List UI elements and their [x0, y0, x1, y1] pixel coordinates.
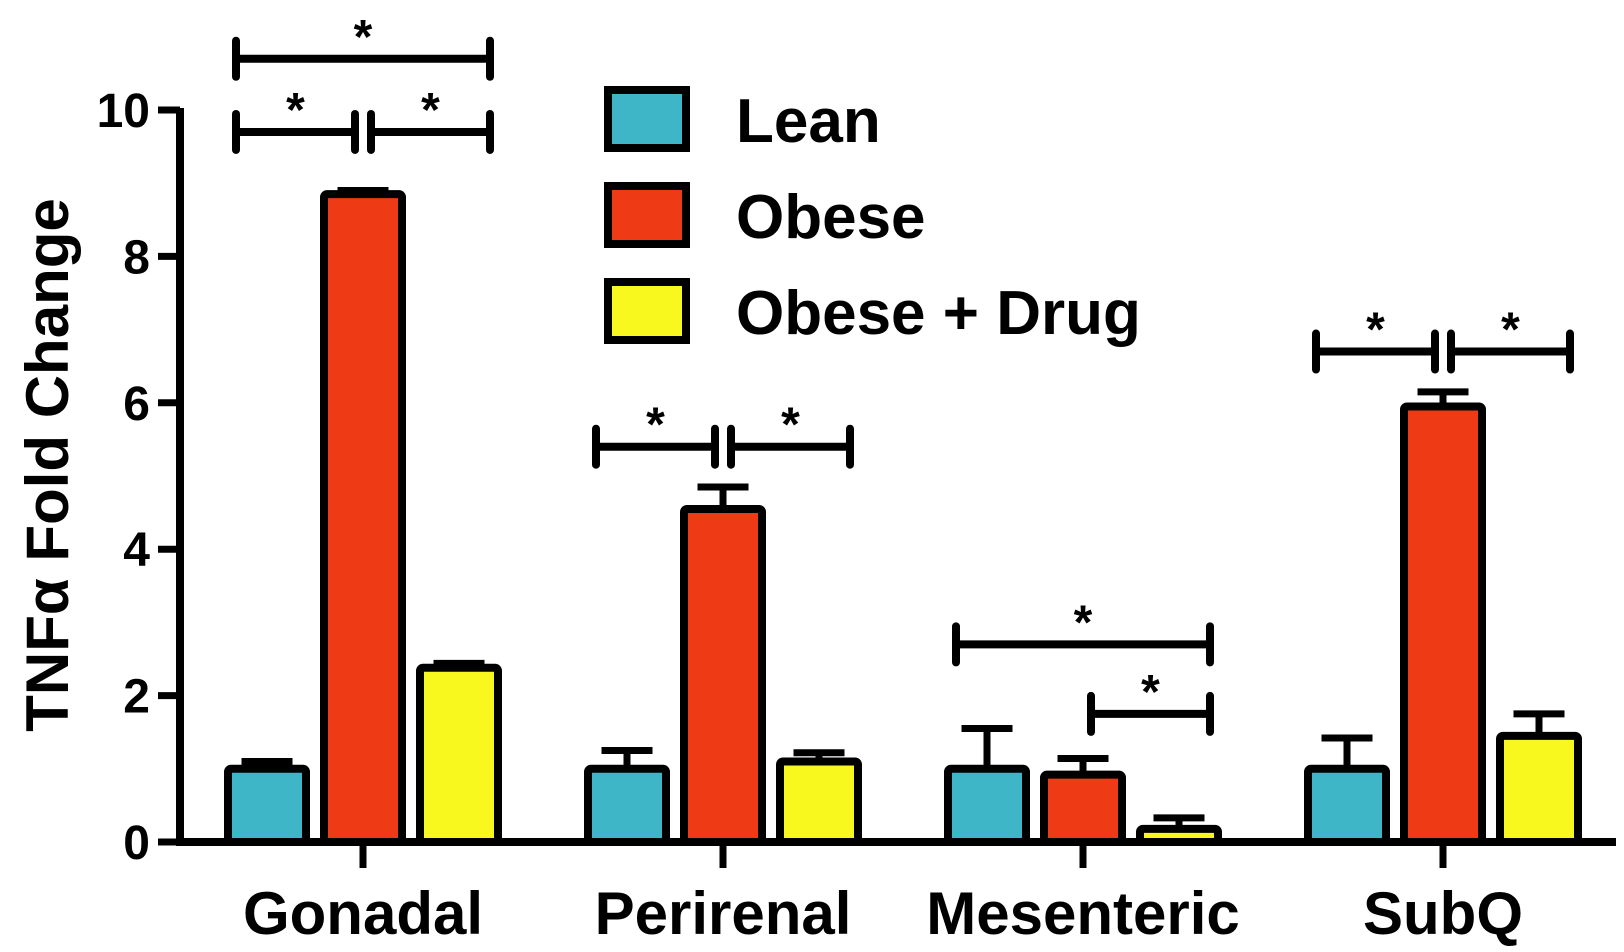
- significance-label: *: [646, 399, 665, 452]
- bar: [584, 764, 670, 846]
- x-tick-label: Perirenal: [595, 880, 852, 947]
- legend-swatch: [604, 182, 690, 248]
- significance-label: *: [286, 84, 305, 137]
- y-tick-label: 6: [123, 378, 150, 431]
- significance-brackets: * * * * * * * * *: [232, 11, 1574, 736]
- significance-label: *: [781, 399, 800, 452]
- y-tick-label: 4: [123, 524, 150, 577]
- legend-label: Obese: [736, 183, 926, 252]
- bar: [1136, 824, 1222, 846]
- significance-label: *: [421, 84, 440, 137]
- legend: Lean Obese Obese + Drug: [604, 86, 1141, 348]
- axes: 0 2 4 6 8 10 Gonadal Perirenal Mesenteric SubQ: [97, 85, 1616, 947]
- y-tick-label: 10: [97, 85, 150, 138]
- bars: [224, 187, 1582, 847]
- significance-label: *: [1501, 304, 1520, 357]
- bar: [224, 764, 310, 846]
- y-tick-label: 8: [123, 231, 150, 284]
- x-tick-label: Mesenteric: [926, 880, 1239, 947]
- y-axis-title: TNFα Fold Change: [14, 198, 81, 732]
- x-tick-label: SubQ: [1363, 880, 1523, 947]
- bar: [1496, 731, 1582, 846]
- legend-label: Obese + Drug: [736, 279, 1141, 348]
- legend-swatch: [604, 86, 690, 152]
- bar: [944, 764, 1030, 846]
- significance-label: *: [1366, 304, 1385, 357]
- legend-label: Lean: [736, 87, 881, 156]
- y-tick-label: 2: [123, 671, 150, 724]
- bar: [320, 190, 406, 846]
- bar: [416, 663, 502, 846]
- y-tick-label: 0: [123, 817, 150, 870]
- significance-label: *: [1074, 596, 1093, 649]
- legend-swatch: [604, 278, 690, 344]
- bar: [776, 757, 862, 846]
- significance-label: *: [354, 11, 373, 64]
- bar: [1040, 770, 1126, 847]
- bar: [1400, 402, 1486, 846]
- x-tick-label: Gonadal: [243, 880, 483, 947]
- bar: [680, 504, 766, 846]
- bar: [1304, 764, 1390, 846]
- significance-label: *: [1141, 666, 1160, 719]
